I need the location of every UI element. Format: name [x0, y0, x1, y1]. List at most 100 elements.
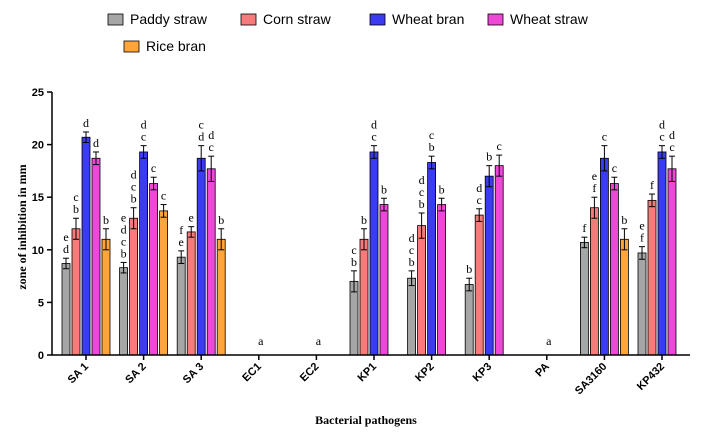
- significance-label: f: [179, 223, 183, 237]
- significance-label: c: [141, 130, 146, 144]
- x-tick-label: KP3: [471, 361, 495, 385]
- bar: [407, 277, 417, 356]
- bar: [159, 210, 169, 356]
- significance-label: e: [179, 235, 184, 249]
- bar: [379, 204, 389, 356]
- significance-label: b: [351, 255, 357, 269]
- bar: [196, 157, 206, 356]
- significance-label: e: [121, 210, 126, 224]
- legend-label: Wheat bran: [392, 11, 464, 27]
- significance-label: f: [582, 221, 586, 235]
- x-tick-label: SA3160: [573, 361, 610, 398]
- x-tick-label: EC2: [298, 361, 322, 385]
- significance-label: c: [161, 189, 166, 203]
- significance-label: f: [640, 231, 644, 245]
- legend-swatch: [107, 13, 124, 26]
- bar: [610, 183, 619, 356]
- significance-label: f: [650, 178, 654, 192]
- significance-label: d: [669, 128, 675, 142]
- x-tick-label: PA: [533, 361, 552, 380]
- significance-label: d: [121, 222, 127, 236]
- x-tick-label: SA 3: [181, 361, 206, 386]
- significance-label: b: [429, 140, 435, 154]
- significance-label: c: [199, 118, 204, 132]
- significance-label: e: [592, 169, 597, 183]
- x-tick-label: SA 1: [66, 361, 91, 386]
- bar: [427, 162, 437, 356]
- y-tick-label: 15: [32, 192, 44, 204]
- significance-label: d: [409, 231, 415, 245]
- significance-label: e: [639, 219, 644, 233]
- bar: [91, 157, 101, 356]
- x-tick-label: KP432: [635, 361, 667, 393]
- significance-label: d: [93, 136, 99, 150]
- y-tick-label: 10: [32, 245, 44, 257]
- bar: [637, 252, 647, 356]
- significance-label: c: [151, 161, 156, 175]
- significance-label: d: [419, 173, 425, 187]
- bar: [216, 238, 226, 356]
- bar: [437, 204, 447, 356]
- significance-label: d: [208, 128, 214, 142]
- x-tick-label: SA 2: [123, 361, 148, 386]
- significance-label: c: [351, 243, 356, 257]
- significance-label: d: [476, 181, 482, 195]
- bar: [600, 157, 609, 356]
- y-axis-title: zone of inhibition in mm: [15, 164, 29, 289]
- significance-label: e: [63, 230, 68, 244]
- y-tick-label: 0: [38, 350, 44, 362]
- y-tick-label: 5: [38, 297, 44, 309]
- bar: [484, 175, 494, 356]
- legend-label: Paddy straw: [130, 11, 208, 27]
- x-axis-title: Bacterial pathogens: [315, 413, 417, 427]
- significance-label: b: [73, 202, 79, 216]
- bar: [474, 214, 484, 356]
- bar: [417, 225, 427, 356]
- significance-label: c: [602, 130, 607, 144]
- significance-label: d: [131, 168, 137, 182]
- significance-label: b: [121, 246, 127, 260]
- bar: [647, 199, 657, 356]
- legend-label: Corn straw: [263, 11, 332, 27]
- significance-label: d: [63, 242, 69, 256]
- significance-label: c: [669, 140, 674, 154]
- significance-label: b: [621, 213, 627, 227]
- bar: [494, 165, 504, 356]
- significance-label: b: [466, 262, 472, 276]
- significance-label: c: [131, 180, 136, 194]
- significance-label: f: [592, 181, 596, 195]
- significance-label: c: [409, 243, 414, 257]
- bar: [657, 151, 667, 356]
- bar: [119, 267, 128, 356]
- y-tick-label: 20: [32, 140, 44, 152]
- category-significance-label: a: [316, 334, 322, 348]
- significance-label: d: [371, 118, 377, 132]
- legend-swatch: [240, 13, 257, 26]
- bar: [620, 238, 629, 356]
- significance-label: d: [659, 118, 665, 132]
- bar: [81, 136, 91, 356]
- significance-label: c: [477, 193, 482, 207]
- legend-label: Wheat straw: [510, 11, 589, 27]
- significance-label: b: [218, 213, 224, 227]
- significance-label: d: [83, 116, 89, 130]
- significance-label: c: [419, 185, 424, 199]
- significance-label: b: [361, 213, 367, 227]
- bar: [580, 242, 589, 356]
- bar: [129, 217, 139, 356]
- error-bars: [63, 131, 675, 293]
- bar: [359, 238, 369, 356]
- significance-label: b: [419, 197, 425, 211]
- legend: Paddy straw Corn straw Wheat bran Wheat str…: [107, 11, 589, 54]
- bar: [61, 263, 71, 356]
- significance-label: c: [73, 190, 78, 204]
- x-tick-label: KP2: [413, 361, 437, 385]
- significance-label: b: [103, 213, 109, 227]
- bar: [186, 231, 196, 356]
- significance-label: b: [409, 255, 415, 269]
- bar: [590, 207, 599, 356]
- significance-label: d: [141, 118, 147, 132]
- significance-label: b: [439, 182, 445, 196]
